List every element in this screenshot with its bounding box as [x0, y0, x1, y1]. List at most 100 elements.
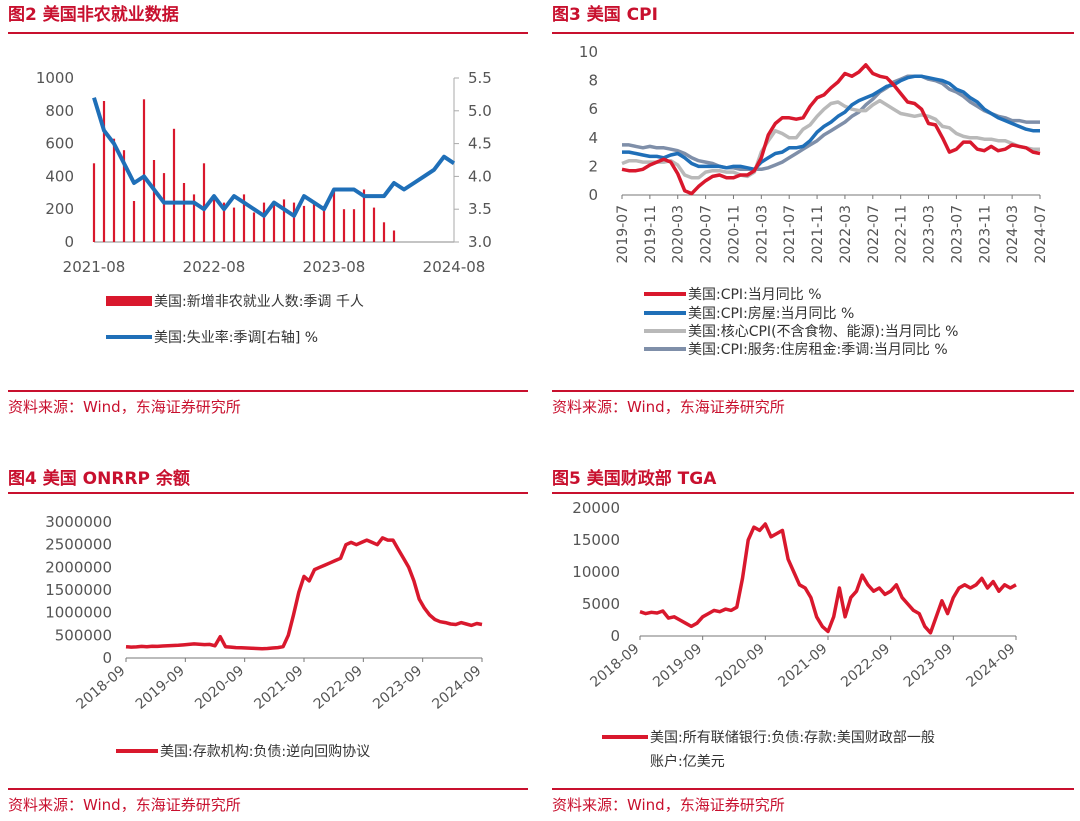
fig3-legend-label-0: 美国:CPI:当月同比 %: [688, 287, 822, 303]
fig4-source: 资料来源：Wind，东海证券研究所: [8, 796, 241, 814]
fig4-title-rule: [8, 492, 528, 494]
fig3-series-line-2: [621, 98, 1040, 180]
fig5-xtick-5: 2023-09: [901, 641, 956, 691]
fig3-xtick-8: 2022-03: [838, 205, 854, 264]
fig3-xtick-11: 2023-03: [922, 205, 938, 264]
fig4-onrrp-line: [125, 536, 483, 651]
fig2-bar: [102, 101, 106, 242]
fig3-xtick-3: 2020-07: [699, 205, 715, 264]
fig2-legend-line-label: 美国:失业率:季调[右轴] %: [154, 329, 318, 346]
fig3-title: 图3 美国 CPI: [552, 5, 658, 25]
fig5-source: 资料来源：Wind，东海证券研究所: [552, 796, 785, 814]
fig2-bar: [292, 202, 296, 242]
fig2-bar: [162, 173, 166, 242]
fig2-ytick-right-3: 4.5: [468, 135, 492, 153]
fig3-xtick-2: 2020-03: [671, 205, 687, 264]
fig2-bar: [322, 205, 326, 242]
fig3-legend-label-3: 美国:CPI:服务:住房租金:季调:当月同比 %: [688, 342, 948, 358]
fig2-xtick-2: 2023-08: [303, 258, 366, 276]
fig4-ytick-4: 2000000: [45, 558, 112, 576]
fig2-bar: [192, 194, 196, 242]
fig4-ytick-1: 500000: [55, 626, 112, 644]
fig5-legend-label-0: 美国:所有联储银行:负债:存款:美国财政部一般: [650, 730, 935, 746]
fig2-bar: [182, 183, 186, 242]
fig2-source: 资料来源：Wind，东海证券研究所: [8, 398, 241, 416]
fig3-xtick-4: 2020-11: [726, 205, 742, 264]
fig3-series-line-0: [621, 63, 1041, 196]
fig4-chart: 0 500000 1000000 1500000 2000000 2500000 30000…: [45, 513, 484, 760]
fig4-ytick-3: 1500000: [45, 581, 112, 599]
fig3-series-line-1: [622, 74, 1040, 172]
fig3-xtick-14: 2024-03: [1005, 205, 1021, 264]
fig2-legend-bar-label: 美国:新增非农就业人数:季调 千人: [154, 294, 364, 310]
fig4-xtick-1: 2019-09: [133, 663, 188, 713]
fig5-source-rule: [552, 788, 1074, 790]
fig2-ytick-left-2: 400: [45, 167, 74, 185]
fig2-ytick-right-5: 5.5: [468, 69, 492, 87]
fig3-legend-label-2: 美国:核心CPI(不含食物、能源):当月同比 %: [688, 323, 958, 340]
fig2-ytick-right-0: 3.0: [468, 233, 492, 251]
fig3-series-line-3: [622, 74, 1040, 172]
fig3-chart: 0 2 4 6 8 10 2019-07 2019-11 2020-03 2020-07 2020-…: [579, 43, 1049, 358]
fig5-ytick-2: 10000: [572, 563, 620, 581]
fig3-xtick-1: 2019-11: [643, 205, 659, 264]
fig2-ytick-left-5: 1000: [36, 69, 74, 87]
fig4-legend-label: 美国:存款机构:负债:逆向回购协议: [160, 744, 370, 760]
fig5-tga-line: [639, 522, 1017, 635]
fig5-ytick-4: 20000: [572, 499, 620, 517]
fig4-title: 图4 美国 ONRRP 余额: [8, 469, 190, 489]
fig2-bar: [252, 212, 256, 242]
fig2-title-rule: [8, 32, 528, 34]
fig5-legend-label-1: 账户:亿美元: [650, 753, 725, 770]
fig2-bar: [332, 187, 336, 242]
fig2-legend: 美国:新增非农就业人数:季调 千人 美国:失业率:季调[右轴] %: [106, 294, 364, 346]
fig5-title: 图5 美国财政部 TGA: [552, 469, 717, 489]
fig2-bar: [342, 209, 346, 242]
fig3-xtick-5: 2021-03: [754, 205, 770, 264]
fig2-panel: 图2 美国非农就业数据 0 200 400 600 800 1000 3.0 3.5 4.0 4.…: [8, 0, 528, 420]
fig2-title: 图2 美国非农就业数据: [8, 5, 179, 25]
fig3-source-rule: [552, 390, 1074, 392]
fig4-ytick-0: 0: [102, 649, 112, 667]
fig3-xtick-9: 2022-07: [866, 205, 882, 264]
fig5-xtick-2: 2020-09: [713, 641, 768, 691]
fig2-bar: [272, 204, 276, 242]
fig5-legend: 美国:所有联储银行:负债:存款:美国财政部一般 账户:亿美元: [602, 730, 935, 770]
fig2-ytick-right-4: 5.0: [468, 102, 492, 120]
fig2-ytick-left-3: 600: [45, 135, 74, 153]
fig5-xtick-0: 2018-09: [587, 641, 642, 691]
fig2-source-rule: [8, 390, 528, 392]
fig2-bar: [132, 201, 136, 242]
fig3-ytick-5: 10: [579, 43, 598, 61]
fig4-xtick-4: 2022-09: [311, 663, 366, 713]
fig4-source-rule: [8, 788, 528, 790]
fig3-ytick-0: 0: [588, 186, 598, 204]
fig2-bar: [172, 128, 176, 242]
fig2-bar: [232, 207, 236, 242]
fig5-ytick-0: 0: [610, 627, 620, 645]
fig3-xtick-6: 2021-07: [782, 205, 798, 263]
fig2-bar: [372, 207, 376, 242]
fig2-bar: [152, 160, 156, 242]
fig2-bar: [202, 163, 206, 242]
fig2-bar: [262, 202, 266, 242]
fig2-bar: [92, 163, 96, 242]
fig2-chart: 0 200 400 600 800 1000 3.0 3.5 4.0 4.5 5.0 5.5 2021-…: [36, 69, 492, 346]
fig2-bar: [352, 209, 356, 242]
fig5-panel: 图5 美国财政部 TGA 0 5000 10000 15000 20000 2018-09…: [552, 464, 1074, 821]
fig2-unemployment-line: [92, 97, 456, 218]
fig2-bar: [242, 194, 246, 242]
fig4-ytick-5: 2500000: [45, 536, 112, 554]
fig3-ytick-4: 8: [588, 72, 598, 90]
fig3-legend: 美国:CPI:当月同比 % 美国:CPI:房屋:当月同比 % 美国:核心CPI(…: [644, 287, 958, 358]
fig2-bar: [302, 205, 306, 242]
fig3-xtick-10: 2022-11: [894, 205, 910, 264]
fig4-xtick-2: 2020-09: [192, 663, 247, 713]
fig4-panel: 图4 美国 ONRRP 余额 0 500000 1000000 1500000 2000…: [8, 464, 528, 821]
fig2-bar: [392, 230, 396, 242]
fig3-ytick-3: 6: [588, 100, 598, 118]
fig4-ytick-2: 1000000: [45, 604, 112, 622]
fig5-xtick-6: 2024-09: [963, 641, 1018, 691]
fig2-ytick-left-4: 800: [45, 102, 74, 120]
fig4-xtick-0: 2018-09: [73, 663, 128, 713]
